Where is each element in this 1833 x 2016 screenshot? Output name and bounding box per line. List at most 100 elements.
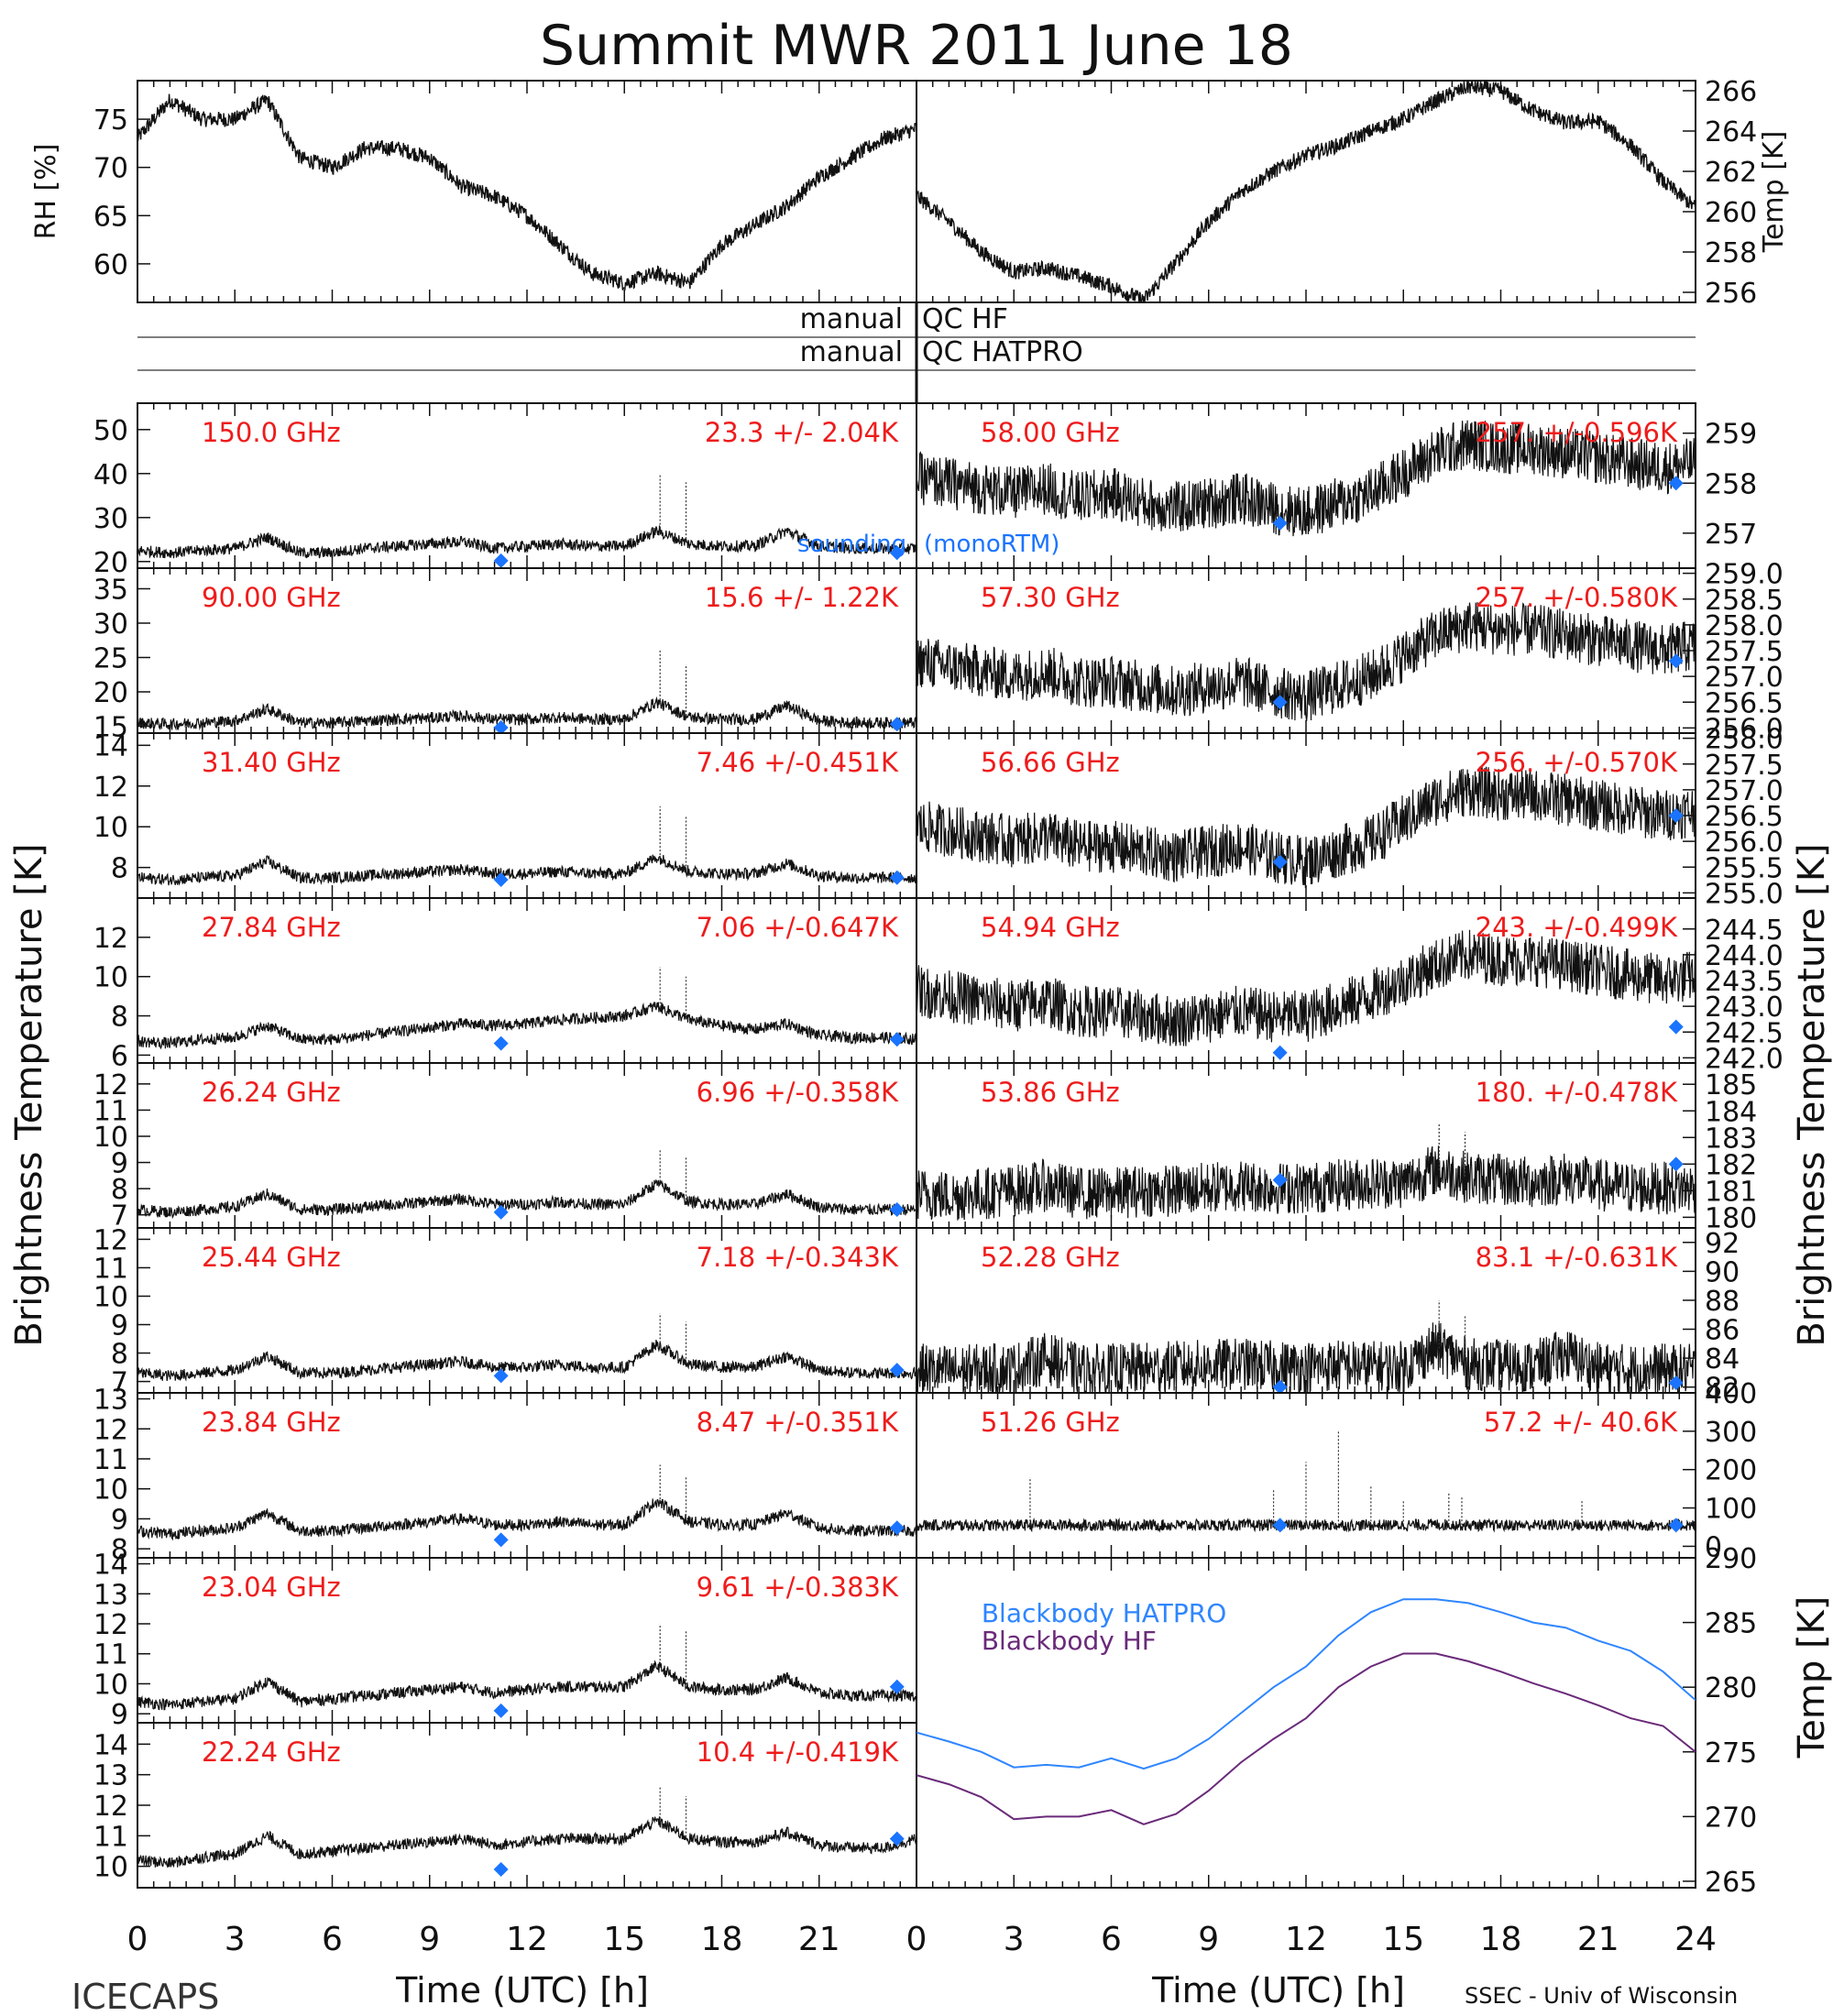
- x-minor-ticks: [916, 733, 1696, 898]
- sounding-point: [1668, 1019, 1684, 1035]
- y-tick-label: 290: [1705, 1543, 1757, 1575]
- sounding-point: [889, 1032, 905, 1047]
- y-tick-label: 0: [1705, 1531, 1722, 1563]
- sounding-point: [1668, 1375, 1684, 1390]
- y-tick-label: 275: [1705, 1737, 1757, 1769]
- y-tick-label: 257.5: [1705, 750, 1784, 782]
- x-minor-ticks: [137, 1723, 917, 1888]
- y-tick-label: 90: [1705, 1256, 1740, 1288]
- qc-hatpro-label: QC HATPRO: [922, 336, 1083, 368]
- data-marks: [916, 1598, 1696, 1825]
- y-tick-label: 9: [111, 1699, 128, 1731]
- y-tick-label: 84: [1705, 1343, 1740, 1375]
- y-tick-label: 11: [93, 1253, 128, 1285]
- sounding-point: [889, 1831, 905, 1846]
- channel-stat: 8.47 +/-0.351K: [697, 1407, 899, 1438]
- data-marks: [137, 1149, 916, 1220]
- y-tick-label: 10: [93, 1281, 128, 1313]
- y-tick-label: 266: [1705, 76, 1757, 108]
- series-line: [916, 1145, 1696, 1221]
- sounding-point: [889, 1520, 905, 1536]
- y-tick-label: 92: [1705, 1228, 1740, 1260]
- qc-hatpro-manual: manual: [800, 336, 903, 368]
- data-marks: [137, 967, 916, 1051]
- channel-label: 58.00 GHz: [981, 417, 1120, 448]
- y-tick-label: 14: [93, 1729, 128, 1761]
- y-axis-label: RH [%]: [30, 144, 62, 240]
- channel-stat: 243. +/-0.499K: [1476, 912, 1678, 943]
- y-tick-label: 9: [111, 1148, 128, 1180]
- sounding-point: [889, 870, 905, 885]
- y-axis-ticks: 8 10 12 14: [93, 730, 150, 885]
- channel-stat: 83.1 +/-0.631K: [1476, 1242, 1678, 1273]
- y-tick-label: 256.0: [1705, 713, 1784, 745]
- data-marks: [916, 929, 1696, 1060]
- y-tick-label: 300: [1705, 1417, 1757, 1449]
- sounding-point: [493, 1703, 509, 1718]
- y-tick-label: 255.0: [1705, 878, 1784, 910]
- x-minor-ticks: [916, 1393, 1696, 1558]
- y-tick-label: 30: [93, 608, 128, 641]
- y-tick-label: 256.5: [1705, 801, 1784, 833]
- y-tick-label: 262: [1705, 157, 1757, 189]
- series-line: [916, 765, 1696, 889]
- channel-label: 52.28 GHz: [981, 1242, 1120, 1273]
- channel-label: 23.84 GHz: [202, 1407, 341, 1438]
- data-marks: [916, 765, 1696, 889]
- x-tick-label: 9: [419, 1921, 440, 1958]
- y-tick-label: 25: [93, 643, 128, 675]
- legend-entry: Blackbody HF: [982, 1626, 1157, 1656]
- y-tick-label: 10: [93, 812, 128, 844]
- panel-ch150: 20 30 40 50 150.0 GHz 23.3 +/- 2.04K: [93, 402, 917, 579]
- x-tick-label: 21: [1577, 1921, 1619, 1958]
- sounding-point: [1668, 1517, 1684, 1533]
- y-tick-label: 10: [93, 1669, 128, 1701]
- sounding-point: [493, 1035, 509, 1051]
- sounding-point: [1272, 695, 1288, 710]
- y-tick-label: 88: [1705, 1286, 1740, 1318]
- y-tick-label: 10: [93, 962, 128, 994]
- channel-stat: 180. +/-0.478K: [1476, 1077, 1678, 1108]
- series-line: [137, 1816, 916, 1868]
- y-tick-label: 8: [111, 853, 128, 885]
- channel-stat: 7.18 +/-0.343K: [697, 1242, 899, 1273]
- y-tick-label: 6: [111, 1040, 128, 1072]
- sounding-point: [889, 1202, 905, 1217]
- y-tick-label: 258.5: [1705, 585, 1784, 617]
- y-tick-label: 9: [111, 1310, 128, 1342]
- channel-stat: 15.6 +/- 1.22K: [705, 582, 899, 613]
- y-tick-label: 183: [1705, 1123, 1757, 1155]
- x-minor-ticks: [137, 403, 917, 568]
- y-tick-label: 181: [1705, 1176, 1757, 1208]
- panel-ch5126: 0 100 200 300 400 51.26 GHz 57.2 +/- 40.6K: [916, 1378, 1757, 1563]
- y-tick-label: 259: [1705, 419, 1757, 451]
- series-line: [916, 1322, 1696, 1393]
- data-marks: [916, 81, 1696, 302]
- panel-ch2784: 6 8 10 12 27.84 GHz 7.06 +/-0.647K: [93, 897, 917, 1072]
- qc-hf-label: QC HF: [922, 303, 1008, 335]
- y-tick-label: 11: [93, 1821, 128, 1853]
- sounding-legend: sounding: [797, 531, 906, 558]
- data-marks: [137, 1787, 916, 1877]
- y-tick-label: 82: [1705, 1373, 1740, 1405]
- data-marks: [916, 420, 1696, 537]
- x-tick-label: 9: [1198, 1921, 1219, 1958]
- y-axis-ticks: 257 258 259: [1683, 419, 1757, 551]
- channel-stat: 10.4 +/-0.419K: [697, 1737, 899, 1768]
- y-tick-label: 270: [1705, 1802, 1757, 1834]
- panel-bb: 265 270 275 280 285 290 Blackbody HATPROBlackb…: [916, 1543, 1757, 1899]
- y-tick-label: 10: [93, 1122, 128, 1154]
- series-line: [137, 854, 916, 886]
- x-tick-label: 6: [322, 1921, 343, 1958]
- x-tick-label: 12: [1285, 1921, 1327, 1958]
- x-tick-label: 15: [603, 1921, 645, 1958]
- series-line: [916, 602, 1696, 722]
- y-axis-ticks: 6 8 10 12: [93, 923, 150, 1072]
- series-line: [137, 524, 916, 559]
